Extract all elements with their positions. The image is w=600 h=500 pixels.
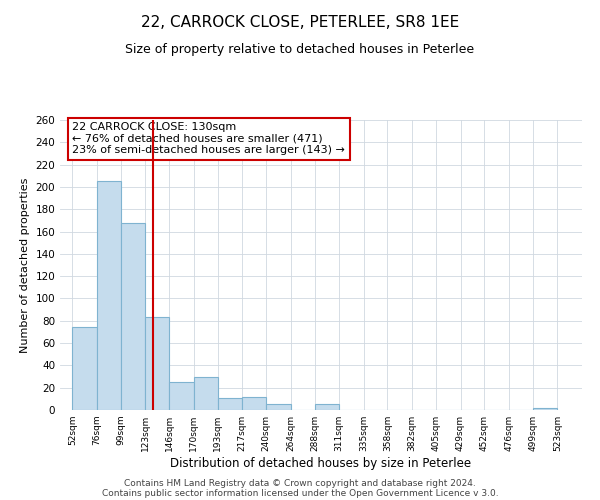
Bar xyxy=(121,222,145,410)
Bar xyxy=(169,382,194,410)
Bar xyxy=(97,182,121,410)
Y-axis label: Number of detached properties: Number of detached properties xyxy=(20,178,30,352)
Bar xyxy=(242,396,266,410)
Bar xyxy=(218,398,242,410)
Text: Size of property relative to detached houses in Peterlee: Size of property relative to detached ho… xyxy=(125,42,475,56)
X-axis label: Distribution of detached houses by size in Peterlee: Distribution of detached houses by size … xyxy=(170,457,472,470)
Bar xyxy=(266,404,290,410)
Bar xyxy=(145,318,169,410)
Text: Contains HM Land Registry data © Crown copyright and database right 2024.: Contains HM Land Registry data © Crown c… xyxy=(124,478,476,488)
Bar xyxy=(73,328,97,410)
Bar xyxy=(194,376,218,410)
Bar xyxy=(533,408,557,410)
Bar xyxy=(316,404,339,410)
Text: Contains public sector information licensed under the Open Government Licence v : Contains public sector information licen… xyxy=(101,488,499,498)
Text: 22 CARROCK CLOSE: 130sqm
← 76% of detached houses are smaller (471)
23% of semi-: 22 CARROCK CLOSE: 130sqm ← 76% of detach… xyxy=(73,122,345,156)
Text: 22, CARROCK CLOSE, PETERLEE, SR8 1EE: 22, CARROCK CLOSE, PETERLEE, SR8 1EE xyxy=(141,15,459,30)
